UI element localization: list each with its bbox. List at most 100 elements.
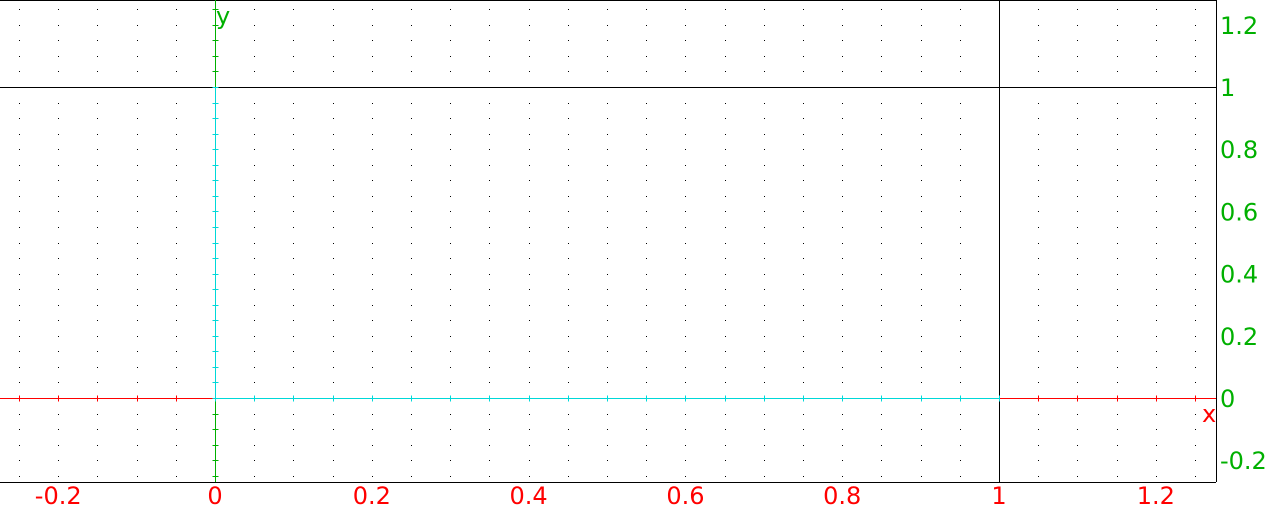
grid-dot (568, 429, 569, 430)
grid-dot (411, 71, 412, 72)
grid-dot (58, 40, 59, 41)
grid-dot (254, 40, 255, 41)
grid-dot (58, 351, 59, 352)
grid-dot (1077, 149, 1078, 150)
grid-dot (803, 40, 804, 41)
grid-dot (1038, 258, 1039, 259)
grid-dot (411, 180, 412, 181)
grid-dot (19, 211, 20, 212)
grid-dot (333, 243, 334, 244)
grid-dot (1195, 258, 1196, 259)
grid-dot (725, 71, 726, 72)
grid-dot (1038, 305, 1039, 306)
grid-dot (685, 320, 686, 321)
grid-dot (372, 243, 373, 244)
grid-dot (685, 367, 686, 368)
grid-dot (764, 289, 765, 290)
grid-dot (1195, 289, 1196, 290)
grid-dot (960, 40, 961, 41)
grid-dot (529, 414, 530, 415)
x-tick-label: -0.2 (35, 482, 82, 508)
grid-dot (450, 103, 451, 104)
grid-dot (58, 118, 59, 119)
grid-dot (137, 25, 138, 26)
grid-dot (842, 134, 843, 135)
y-tick-label: 0.2 (1220, 323, 1258, 351)
grid-dot (529, 134, 530, 135)
grid-dot (333, 71, 334, 72)
grid-dot (1038, 336, 1039, 337)
grid-dot (921, 429, 922, 430)
grid-dot (607, 460, 608, 461)
grid-dot (921, 351, 922, 352)
grid-dot (646, 460, 647, 461)
grid-dot (137, 305, 138, 306)
grid-dot (960, 382, 961, 383)
grid-dot (293, 305, 294, 306)
grid-dot (372, 320, 373, 321)
grid-dot (1117, 9, 1118, 10)
grid-dot (921, 134, 922, 135)
grid-dot (725, 243, 726, 244)
grid-dot (489, 9, 490, 10)
grid-dot (1077, 180, 1078, 181)
grid-dot (568, 211, 569, 212)
grid-dot (646, 429, 647, 430)
grid-dot (764, 227, 765, 228)
grid-dot (450, 165, 451, 166)
grid-dot (1077, 429, 1078, 430)
grid-dot (450, 429, 451, 430)
grid-dot (529, 445, 530, 446)
grid-dot (960, 289, 961, 290)
grid-dot (529, 103, 530, 104)
grid-dot (842, 445, 843, 446)
grid-dot (450, 414, 451, 415)
grid-dot (842, 351, 843, 352)
grid-dot (489, 180, 490, 181)
grid-dot (529, 429, 530, 430)
grid-dot (568, 305, 569, 306)
grid-dot (764, 351, 765, 352)
grid-dot (254, 71, 255, 72)
grid-dot (725, 196, 726, 197)
x-tick-label: 0.4 (510, 482, 548, 508)
grid-dot (372, 382, 373, 383)
grid-dot (254, 103, 255, 104)
grid-dot (607, 40, 608, 41)
grid-dot (685, 258, 686, 259)
grid-dot (137, 289, 138, 290)
grid-dot (1195, 9, 1196, 10)
grid-dot (1117, 476, 1118, 477)
grid-dot (176, 165, 177, 166)
grid-dot (803, 71, 804, 72)
grid-dot (725, 414, 726, 415)
grid-dot (646, 227, 647, 228)
grid-dot (960, 196, 961, 197)
grid-dot (97, 289, 98, 290)
grid-dot (137, 336, 138, 337)
grid-dot (176, 211, 177, 212)
grid-dot (489, 382, 490, 383)
grid-dot (725, 320, 726, 321)
grid-dot (254, 258, 255, 259)
grid-dot (411, 149, 412, 150)
grid-dot (725, 118, 726, 119)
grid-dot (1038, 9, 1039, 10)
grid-dot (1195, 460, 1196, 461)
grid-dot (293, 227, 294, 228)
grid-dot (881, 351, 882, 352)
grid-dot (137, 180, 138, 181)
grid-dot (137, 476, 138, 477)
grid-dot (97, 460, 98, 461)
grid-dot (19, 149, 20, 150)
grid-dot (685, 25, 686, 26)
grid-dot (19, 274, 20, 275)
grid-dot (450, 118, 451, 119)
grid-dot (803, 289, 804, 290)
grid-dot (137, 40, 138, 41)
grid-dot (881, 305, 882, 306)
grid-dot (529, 351, 530, 352)
grid-dot (58, 367, 59, 368)
grid-dot (685, 211, 686, 212)
grid-dot (1195, 103, 1196, 104)
